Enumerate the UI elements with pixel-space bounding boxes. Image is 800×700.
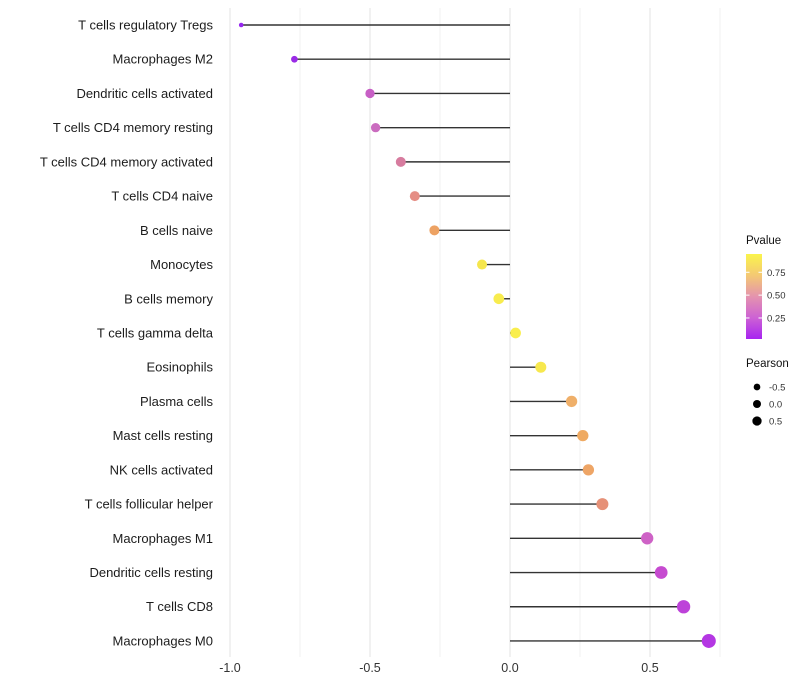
y-category-label: Monocytes [150,257,213,272]
pvalue-legend-title: Pvalue [746,235,781,247]
chart-dot [291,55,298,63]
pvalue-tick-label: 0.25 [767,313,786,324]
chart-dot [654,566,668,579]
pearson-size-dot [753,400,761,408]
y-category-label: B cells memory [124,291,213,306]
chart-dot [577,429,589,442]
pearson-size-dot [753,383,761,391]
y-category-label: T cells follicular helper [85,497,214,512]
y-category-label: Macrophages M1 [113,531,213,546]
y-category-label: Mast cells resting [113,428,213,443]
pearson-size-dot [752,416,762,426]
pearson-tick-label: 0.5 [769,417,782,428]
y-category-label: NK cells activated [110,462,213,477]
chart-dot [429,225,440,236]
x-tick-label: -1.0 [219,661,241,675]
y-category-label: Dendritic cells resting [89,565,213,580]
y-category-label: Dendritic cells activated [76,86,213,101]
x-tick-label: 0.5 [641,661,658,675]
pvalue-tick-label: 0.75 [767,268,786,279]
y-category-label: Eosinophils [147,360,214,375]
y-category-label: Macrophages M2 [113,52,213,67]
chart-dot [701,633,716,648]
x-tick-label: 0.0 [501,661,518,675]
y-category-label: T cells CD4 naive [111,189,213,204]
x-tick-label: -0.5 [359,661,381,675]
pvalue-gradient-bar [746,254,762,339]
y-category-label: T cells CD8 [146,599,213,614]
chart-dot [535,361,547,373]
chart-dot [582,464,595,476]
chart-dot [395,156,406,167]
chart-dot [641,532,654,545]
y-category-label: Macrophages M0 [113,633,213,648]
pearson-tick-label: 0.0 [769,400,782,411]
y-category-label: T cells CD4 memory resting [53,120,213,135]
chart-dot [365,88,375,99]
lollipop-dots [238,22,716,648]
y-category-label: T cells CD4 memory activated [40,154,213,169]
legend-pvalue: Pvalue 0.75 0.50 0.25 [746,235,786,339]
x-axis-tick-labels: -1.0 -0.5 0.0 0.5 [219,661,659,675]
y-axis-category-labels: T cells regulatory Tregs Macrophages M2 De… [40,18,214,649]
pearson-legend-title: Pearson [746,358,789,370]
gridlines [229,8,721,657]
chart-dot [596,498,609,511]
chart-dot [477,259,487,270]
chart-dot [238,22,244,28]
pvalue-tick-label: 0.50 [767,291,786,302]
chart-dot [510,327,521,339]
lollipop-stems [241,24,709,642]
chart-dot [565,395,578,408]
chart-dot [676,600,691,614]
y-category-label: T cells gamma delta [97,325,214,340]
y-category-label: B cells naive [140,223,213,238]
y-category-label: Plasma cells [140,394,213,409]
pearson-tick-label: -0.5 [769,383,785,394]
y-category-label: T cells regulatory Tregs [78,18,213,33]
chart-dot [370,123,381,133]
chart-dot [493,293,505,305]
chart-dot [409,191,420,202]
legend-pearson: Pearson -0.5 0.0 0.5 [746,358,789,428]
